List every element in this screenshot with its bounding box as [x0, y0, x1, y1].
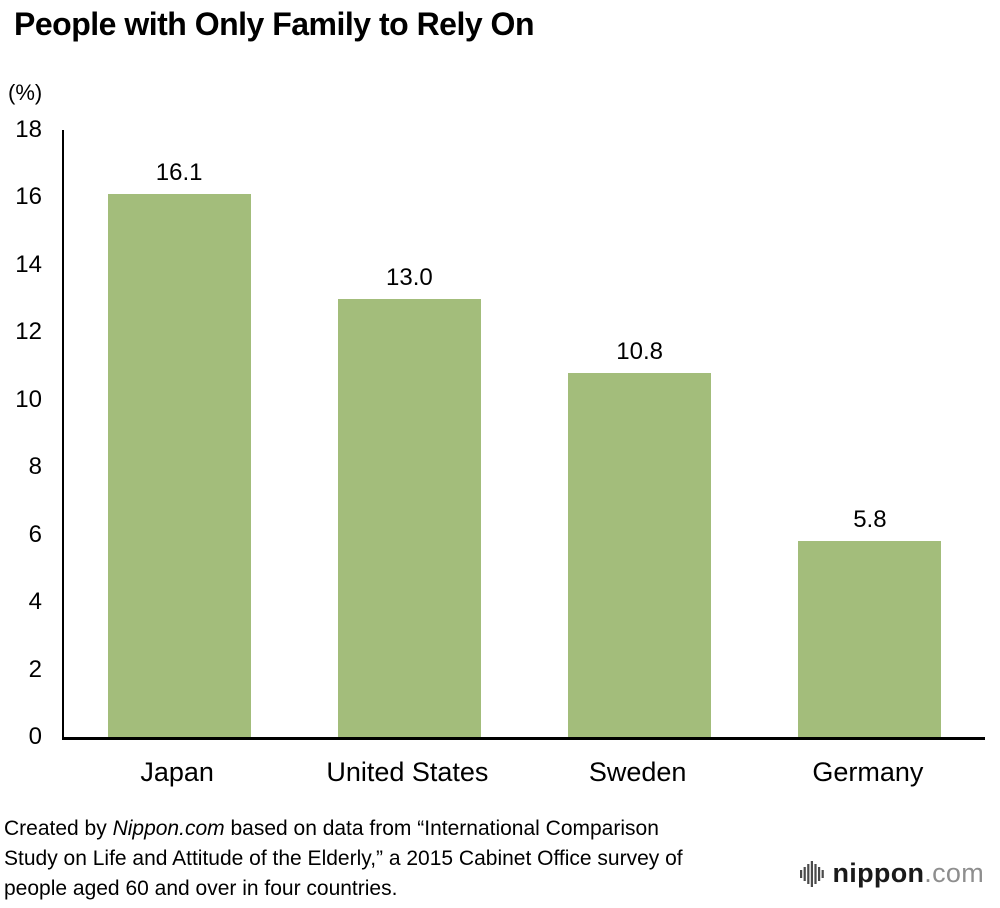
y-tick-label: 12 [15, 318, 42, 346]
nippon-logo: nippon .com [799, 858, 984, 889]
bar-value-label: 13.0 [386, 263, 433, 291]
y-tick-label: 0 [28, 723, 42, 750]
bars-container: 16.1 13.0 10.8 5.8 [64, 130, 985, 737]
logo-text-nippon: nippon [832, 858, 925, 888]
bar-value-label: 16.1 [155, 159, 203, 187]
bar-column: 16.1 [104, 130, 254, 737]
y-tick-label: 16 [15, 183, 42, 211]
x-axis: Japan United States Sweden Germany [62, 757, 983, 788]
y-axis-unit-label: (%) [8, 80, 43, 105]
nippon-logo-icon [799, 860, 824, 887]
bar-sweden [568, 372, 712, 737]
x-axis-label: Germany [812, 757, 924, 787]
source-brand: Nippon.com [112, 817, 225, 840]
source-note: Created by Nippon.com based on data from… [4, 814, 704, 903]
plot-area: 16.1 13.0 10.8 5.8 [62, 130, 985, 740]
bar-germany [798, 541, 942, 737]
y-tick-label: 8 [28, 453, 42, 481]
y-tick-label: 14 [15, 250, 42, 278]
logo-text-com: .com [924, 858, 984, 888]
y-tick-label: 6 [28, 520, 42, 548]
x-axis-label: Sweden [588, 757, 687, 787]
y-tick-label: 18 [15, 116, 42, 143]
bar-japan [107, 194, 251, 737]
bar-column: 10.8 [565, 130, 715, 737]
chart-title: People with Only Family to Rely On [14, 6, 534, 42]
x-axis-label: Japan [140, 757, 214, 787]
bar-column: 5.8 [795, 130, 945, 737]
bar-value-label: 5.8 [853, 506, 887, 534]
bar-column: 13.0 [334, 130, 484, 737]
y-axis: 0 2 4 6 8 10 12 14 16 18 [0, 118, 54, 749]
bar-united-states [337, 298, 481, 737]
x-axis-label: United States [326, 757, 489, 787]
y-tick-label: 10 [15, 385, 42, 413]
bar-value-label: 10.8 [616, 337, 663, 365]
source-rest: based on data from “International Compar… [4, 817, 683, 900]
y-tick-label: 2 [28, 655, 42, 683]
y-tick-label: 4 [28, 588, 42, 616]
source-prefix: Created by [4, 817, 113, 840]
